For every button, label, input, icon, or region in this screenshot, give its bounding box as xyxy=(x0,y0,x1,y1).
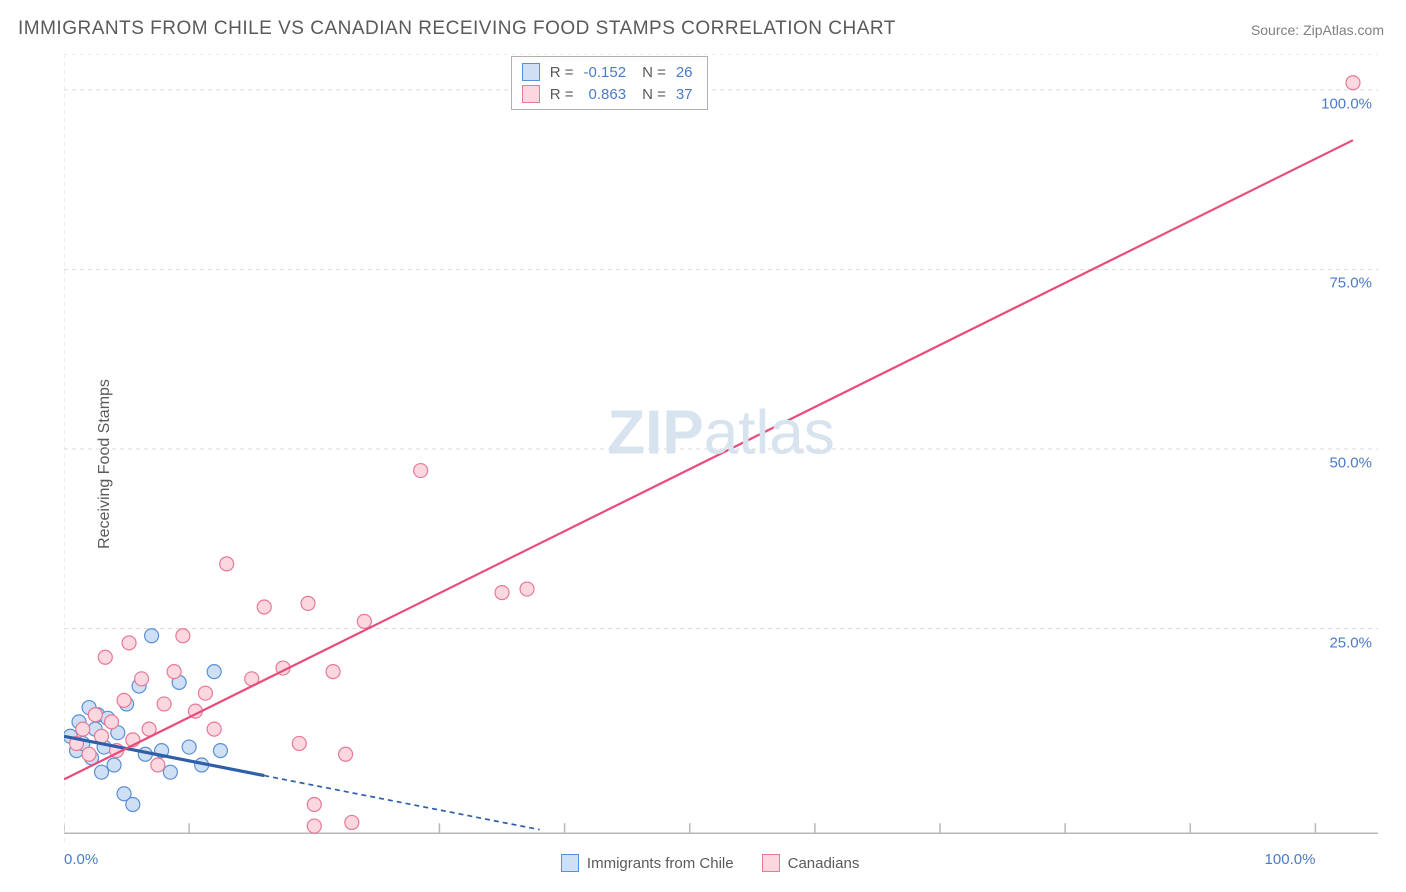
swatch-icon xyxy=(522,85,540,103)
chart-container: Receiving Food Stamps ZIPatlas R = -0.15… xyxy=(54,54,1388,874)
bottom-legend: Immigrants from Chile Canadians xyxy=(561,854,859,872)
legend-item: Canadians xyxy=(762,854,860,872)
y-tick-label: 75.0% xyxy=(1329,275,1372,292)
r-value: 0.863 xyxy=(589,86,627,103)
n-value: 26 xyxy=(676,64,693,81)
r-label: R = xyxy=(550,64,574,81)
n-value: 37 xyxy=(676,86,693,103)
legend-label: Immigrants from Chile xyxy=(587,855,734,872)
legend-label: Canadians xyxy=(788,855,860,872)
n-label: N = xyxy=(642,64,666,81)
swatch-icon xyxy=(522,63,540,81)
plot-area: ZIPatlas R = -0.152 N = 26 R = 0.863 N =… xyxy=(64,54,1378,844)
n-label: N = xyxy=(642,86,666,103)
x-tick-label: 100.0% xyxy=(1265,851,1316,868)
r-value: -0.152 xyxy=(584,64,627,81)
stats-row: R = -0.152 N = 26 xyxy=(522,61,693,83)
y-tick-label: 100.0% xyxy=(1321,95,1372,112)
chart-title: IMMIGRANTS FROM CHILE VS CANADIAN RECEIV… xyxy=(18,18,896,40)
source-attribution: Source: ZipAtlas.com xyxy=(1251,22,1384,38)
y-tick-label: 25.0% xyxy=(1329,634,1372,651)
r-label: R = xyxy=(550,86,574,103)
y-tick-label: 50.0% xyxy=(1329,455,1372,472)
legend-item: Immigrants from Chile xyxy=(561,854,734,872)
scatter-plot-svg xyxy=(64,54,1378,844)
swatch-icon xyxy=(762,854,780,872)
swatch-icon xyxy=(561,854,579,872)
stats-row: R = 0.863 N = 37 xyxy=(522,83,693,105)
stats-legend-box: R = -0.152 N = 26 R = 0.863 N = 37 xyxy=(511,56,708,110)
x-tick-label: 0.0% xyxy=(64,851,98,868)
